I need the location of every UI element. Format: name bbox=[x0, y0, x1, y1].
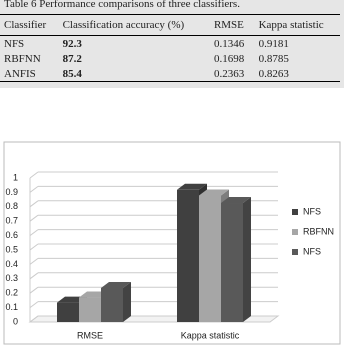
grid-side bbox=[29, 315, 39, 323]
y-tick-label: 0.5 bbox=[5, 244, 18, 254]
table-cell: ANFIS bbox=[0, 66, 59, 82]
x-tick-label: Kappa statistic bbox=[181, 330, 240, 340]
grid-side bbox=[29, 301, 39, 309]
grid-side bbox=[29, 272, 39, 280]
x-tick-label: RMSE bbox=[77, 330, 103, 340]
chart-frame bbox=[3, 141, 341, 345]
legend-label: NFS bbox=[303, 206, 321, 216]
table-row: Classifier Classification accuracy (%) RMS… bbox=[0, 14, 340, 36]
table-row: RBFNN 87.2 0.1698 0.8785 bbox=[0, 51, 340, 66]
bar bbox=[199, 195, 221, 322]
y-tick-label: 0.8 bbox=[5, 201, 18, 211]
legend-swatch bbox=[292, 229, 298, 235]
bar-top bbox=[221, 197, 251, 204]
table-cell: 0.9181 bbox=[258, 37, 289, 50]
table-cell: Classification accuracy (%) bbox=[58, 14, 210, 36]
grid-side bbox=[29, 171, 39, 179]
table: Classifier Classification accuracy (%) RMS… bbox=[0, 14, 340, 82]
y-tick-label: 0.6 bbox=[5, 230, 18, 240]
bar bbox=[101, 287, 123, 322]
bar-top bbox=[177, 183, 207, 190]
legend-swatch bbox=[292, 209, 298, 215]
bar bbox=[221, 203, 243, 322]
table-cell: NFS bbox=[4, 37, 25, 50]
table-cell: RBFNN bbox=[4, 52, 41, 65]
table-caption: Table 6 Performance comparisons of three… bbox=[4, 0, 240, 10]
grid-side bbox=[29, 286, 39, 294]
bar bbox=[57, 302, 79, 322]
grid-side bbox=[29, 200, 39, 208]
table-cell: Classifier bbox=[0, 14, 59, 36]
bar-side bbox=[243, 197, 251, 322]
grid-side bbox=[29, 243, 39, 251]
table-cell: 92.3 bbox=[62, 37, 82, 50]
y-tick-label: 1 bbox=[13, 172, 18, 182]
bar-side bbox=[123, 281, 131, 322]
legend-label: NFS bbox=[303, 246, 321, 256]
table-cell: 87.2 bbox=[62, 52, 82, 65]
table-cell: 0.8263 bbox=[254, 66, 340, 82]
table-row: NFS 92.3 0.1346 0.9181 bbox=[0, 36, 340, 52]
legend-label: RBFNN bbox=[303, 226, 334, 236]
y-tick-label: 0.7 bbox=[5, 216, 18, 226]
table-cell: 0.1346 bbox=[213, 37, 245, 50]
y-tick-label: 0.1 bbox=[5, 302, 18, 312]
table-cell: 85.4 bbox=[58, 66, 210, 82]
grid-side bbox=[29, 214, 39, 222]
bar-top bbox=[101, 281, 131, 288]
table-cell: RMSE bbox=[209, 14, 255, 36]
bar bbox=[177, 189, 199, 322]
grid-side bbox=[29, 185, 39, 193]
y-tick-label: 0.4 bbox=[5, 259, 18, 269]
bar bbox=[79, 297, 101, 322]
table-panel: Table 6 Performance comparisons of three… bbox=[0, 0, 344, 88]
y-tick-label: 0.2 bbox=[5, 288, 18, 298]
grid-side bbox=[29, 257, 39, 265]
table-cell: 0.1698 bbox=[213, 52, 245, 65]
y-tick-label: 0.9 bbox=[5, 187, 18, 197]
table-row: ANFIS 85.4 0.2363 0.8263 bbox=[0, 66, 340, 82]
y-tick-label: 0.3 bbox=[5, 273, 18, 283]
legend-swatch bbox=[292, 249, 298, 255]
table-cell: 0.2363 bbox=[209, 66, 255, 82]
table-cell: 0.8785 bbox=[258, 52, 289, 65]
bar-top bbox=[199, 189, 229, 196]
y-tick-label: 0 bbox=[13, 316, 18, 326]
table-cell: Kappa statistic bbox=[254, 14, 340, 36]
grid-side bbox=[29, 229, 39, 237]
